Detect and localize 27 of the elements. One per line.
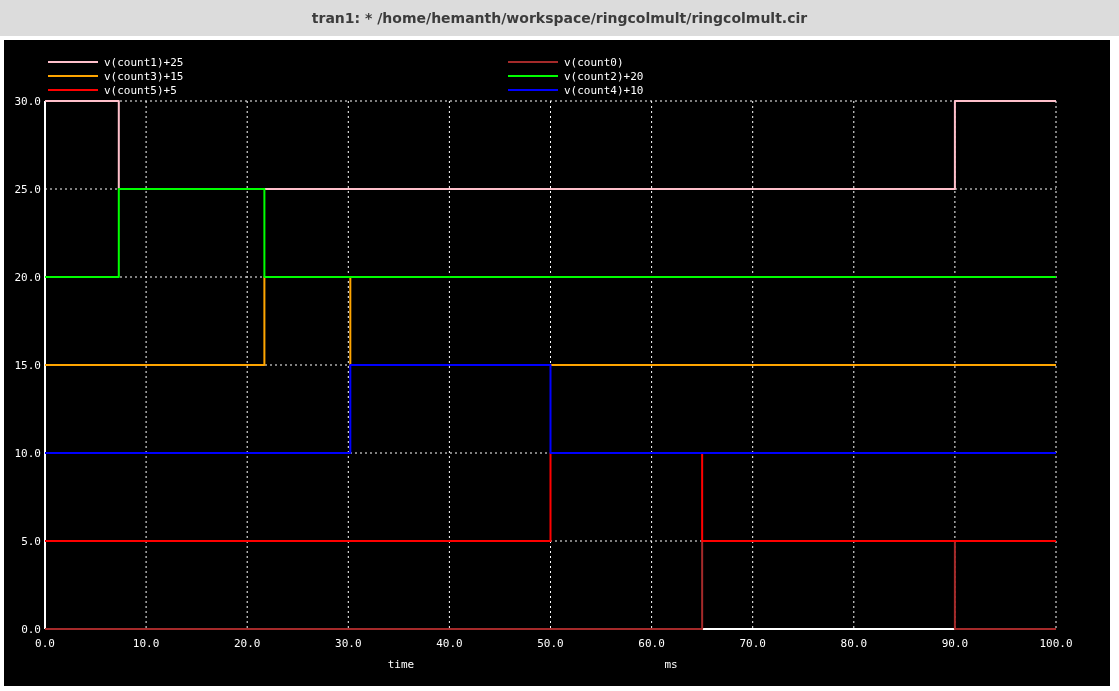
x-tick-label: 90.0 [941, 637, 969, 650]
text: ms [664, 658, 678, 671]
x-tick-label: 50.0 [537, 637, 564, 650]
y-tick-label: 0.0 [21, 623, 41, 636]
legend-label: v(count5)+5 [104, 84, 177, 97]
legend-label: v(count0) [564, 56, 624, 69]
x-tick-label: 20.0 [233, 637, 261, 650]
y-tick-label: 30.0 [14, 95, 41, 108]
chart-title: tran1: * /home/hemanth/workspace/ringcolmult/ringcolmult.cir [311, 10, 808, 26]
x-axis-title: time [387, 658, 415, 671]
y-tick-label: 15.0 [14, 359, 41, 372]
x-tick-label: 40.0 [436, 637, 463, 650]
y-tick-label: 25.0 [14, 183, 41, 196]
x-tick-label: 30.0 [335, 637, 362, 650]
legend-label: v(count1)+25 [104, 56, 184, 69]
x-tick-label: 60.0 [638, 637, 665, 650]
x-tick-label: 100.0 [1039, 637, 1073, 650]
legend-label: v(count3)+15 [104, 70, 184, 83]
legend-label: v(count2)+20 [564, 70, 644, 83]
y-tick-label: 10.0 [14, 447, 41, 460]
y-tick-label: 5.0 [21, 535, 41, 548]
legend-label: v(count4)+10 [564, 84, 644, 97]
x-tick-label: 70.0 [739, 637, 766, 650]
x-tick-label: 10.0 [132, 637, 160, 650]
x-tick-label: 0.0 [35, 637, 55, 650]
x-tick-label: 80.0 [840, 637, 868, 650]
y-tick-label: 20.0 [14, 271, 41, 284]
